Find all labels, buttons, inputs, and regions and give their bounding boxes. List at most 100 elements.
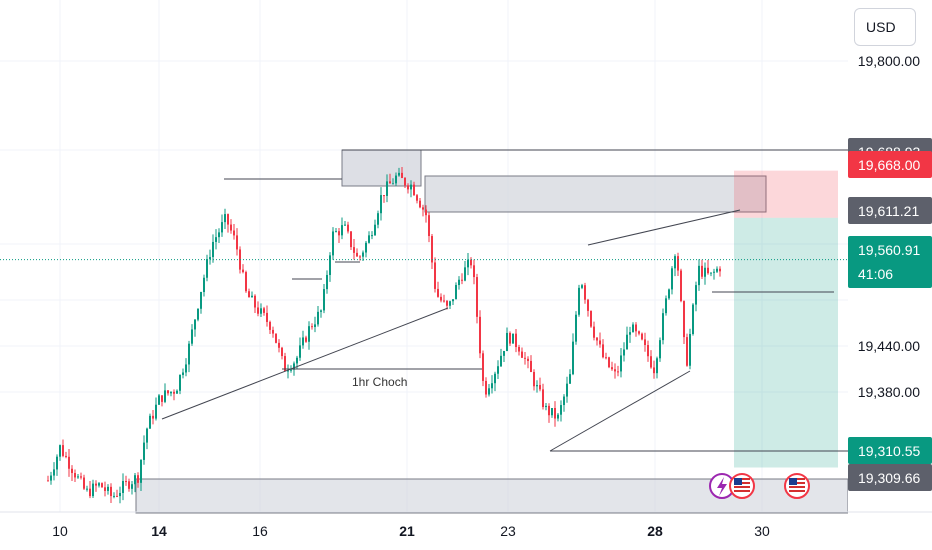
candle-body bbox=[431, 236, 433, 263]
price-tag bbox=[848, 464, 932, 491]
candle-body bbox=[194, 319, 196, 330]
candle-body bbox=[470, 259, 472, 266]
candle-body bbox=[107, 486, 109, 491]
candle-body bbox=[218, 232, 220, 238]
candle-body bbox=[59, 445, 61, 457]
us-flag-icon[interactable] bbox=[729, 473, 755, 499]
candle-body bbox=[185, 364, 187, 373]
price-tick-label: 19,440.00 bbox=[858, 338, 920, 354]
candle-body bbox=[167, 390, 169, 394]
candle-body bbox=[110, 486, 112, 497]
candle-body bbox=[539, 385, 541, 390]
candle-body bbox=[155, 404, 157, 419]
candle-body bbox=[101, 483, 103, 488]
candle-body bbox=[485, 380, 487, 395]
candle-body bbox=[71, 468, 73, 474]
candle-body bbox=[212, 241, 214, 258]
candle-body bbox=[473, 265, 475, 278]
candle-body bbox=[287, 370, 289, 372]
candle-body bbox=[713, 271, 715, 273]
candle-body bbox=[542, 389, 544, 408]
candle-body bbox=[374, 224, 376, 236]
candle-body bbox=[584, 285, 586, 300]
stop-loss-zone bbox=[734, 170, 838, 218]
candle-body bbox=[134, 475, 136, 485]
chart-grid bbox=[0, 0, 848, 512]
price-tag bbox=[848, 236, 932, 288]
candle-body bbox=[383, 195, 385, 197]
candle-body bbox=[56, 456, 58, 470]
candle-body bbox=[695, 285, 697, 305]
candle-body bbox=[293, 363, 295, 370]
candle-body bbox=[263, 308, 265, 313]
candle-body bbox=[602, 344, 604, 358]
candle-body bbox=[89, 488, 91, 497]
currency-selector-button[interactable]: USD bbox=[854, 8, 916, 46]
candle-body bbox=[290, 369, 292, 371]
candle-body bbox=[83, 477, 85, 489]
us-flag-icon[interactable] bbox=[784, 473, 810, 499]
candle-body bbox=[206, 259, 208, 278]
candle-body bbox=[647, 345, 649, 357]
candle-body bbox=[632, 324, 634, 333]
time-axis[interactable]: 10 14 16 21 23 28 30 bbox=[0, 511, 932, 539]
candle-body bbox=[377, 213, 379, 225]
candle-body bbox=[128, 481, 130, 489]
candle-body bbox=[320, 310, 322, 312]
candle-body bbox=[515, 333, 517, 348]
candle-body bbox=[659, 340, 661, 359]
candle-body bbox=[161, 395, 163, 402]
candle-body bbox=[689, 334, 691, 366]
candle-body bbox=[266, 312, 268, 322]
supply-zone bbox=[341, 149, 422, 187]
candle-body bbox=[677, 256, 679, 271]
candle-body bbox=[380, 195, 382, 214]
candle-body bbox=[311, 326, 313, 328]
candle-body bbox=[251, 295, 253, 298]
short-position-tool[interactable] bbox=[734, 170, 838, 468]
economic-events[interactable] bbox=[709, 473, 810, 499]
candle-body bbox=[536, 385, 538, 387]
candle-body bbox=[302, 337, 304, 346]
candle-body bbox=[503, 351, 505, 356]
candle-body bbox=[335, 231, 337, 233]
candle-body bbox=[365, 242, 367, 253]
candle-body bbox=[323, 289, 325, 311]
candle-body bbox=[296, 357, 298, 364]
candle-body bbox=[569, 374, 571, 384]
candle-body bbox=[518, 347, 520, 352]
candle-body bbox=[488, 388, 490, 395]
take-profit-zone bbox=[734, 217, 838, 468]
trend-lines[interactable] bbox=[0, 178, 848, 452]
candle-body bbox=[65, 455, 67, 457]
candle-body bbox=[620, 355, 622, 372]
candle-body bbox=[164, 390, 166, 402]
candle-body bbox=[671, 268, 673, 290]
candle-body bbox=[644, 339, 646, 346]
candle-body bbox=[614, 369, 616, 372]
candle-body bbox=[260, 308, 262, 314]
candle-body bbox=[386, 181, 388, 196]
candle-body bbox=[392, 183, 394, 185]
candle-body bbox=[554, 408, 556, 419]
candle-body bbox=[338, 231, 340, 236]
candle-body bbox=[269, 321, 271, 330]
candle-body bbox=[353, 247, 355, 253]
candle-body bbox=[230, 224, 232, 231]
candle-body bbox=[413, 184, 415, 196]
candle-body bbox=[137, 475, 139, 483]
candle-body bbox=[428, 215, 430, 237]
candle-body bbox=[158, 395, 160, 405]
candle-body bbox=[710, 272, 712, 274]
candle-body bbox=[665, 298, 667, 314]
candle-body bbox=[557, 414, 559, 419]
candle-body bbox=[683, 301, 685, 338]
candle-body bbox=[152, 415, 154, 419]
lightning-icon[interactable] bbox=[709, 473, 735, 499]
candle-body bbox=[188, 343, 190, 365]
candle-body bbox=[98, 483, 100, 486]
candle-body bbox=[308, 326, 310, 342]
candle-body bbox=[179, 374, 181, 391]
